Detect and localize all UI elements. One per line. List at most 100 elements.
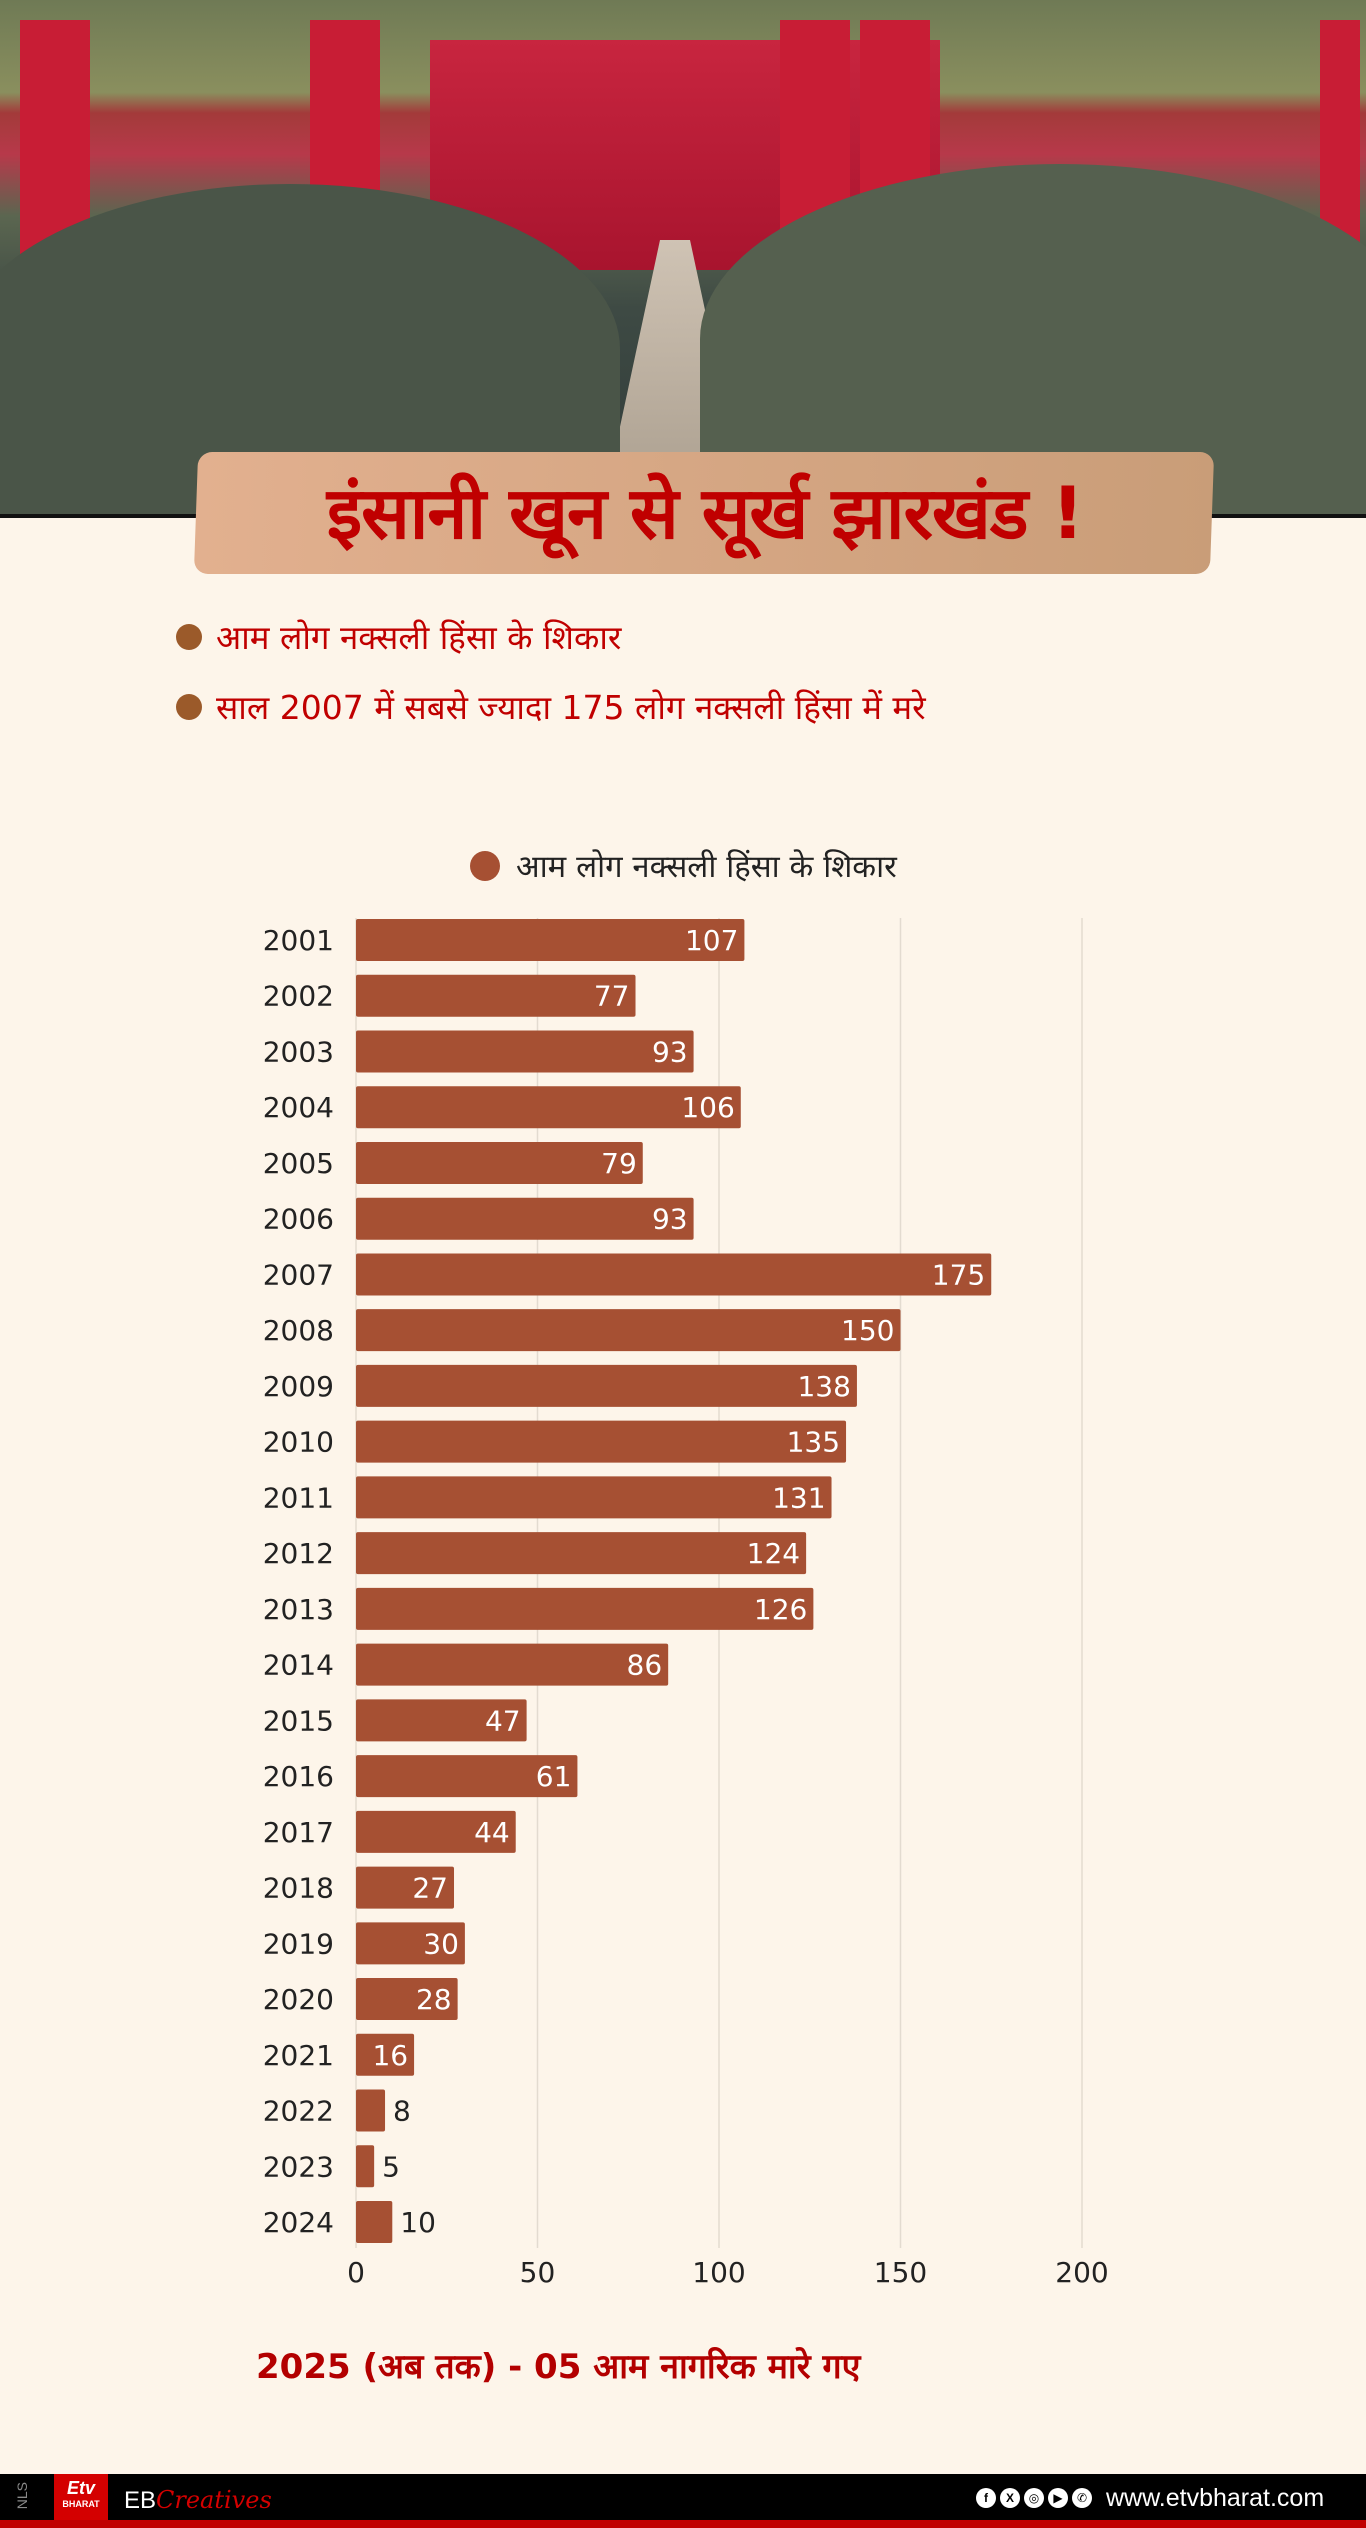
bar (356, 1866, 455, 1909)
bar (356, 1978, 458, 2021)
bar (356, 1922, 465, 1965)
data-label: 131 (772, 1481, 825, 1514)
y-tick-label: 2019 (263, 1927, 334, 1960)
data-label: 107 (685, 924, 738, 957)
brand-suffix: Creatives (156, 2486, 272, 2514)
x-tick-label: 200 (1055, 2256, 1108, 2289)
bullet-item: आम लोग नक्सली हिंसा के शिकार (176, 614, 621, 659)
bar (356, 1309, 901, 1352)
logo-text: Etv (66, 2478, 95, 2498)
data-label: 79 (601, 1147, 637, 1180)
bullet-dot-icon (176, 623, 202, 650)
y-tick-label: 2008 (263, 1314, 334, 1347)
instagram-icon[interactable]: ◎ (1024, 2488, 1044, 2508)
y-tick-label: 2002 (263, 980, 334, 1013)
data-label: 8 (393, 2095, 411, 2128)
whatsapp-icon[interactable]: ✆ (1072, 2488, 1092, 2508)
y-tick-label: 2015 (263, 1704, 334, 1737)
y-tick-label: 2010 (263, 1426, 334, 1459)
bar (356, 1699, 527, 1742)
data-label: 44 (474, 1816, 510, 1849)
y-tick-label: 2014 (263, 1649, 334, 1682)
y-tick-label: 2011 (263, 1481, 334, 1514)
bar (356, 1197, 694, 1240)
bar (356, 2201, 393, 2244)
data-label: 135 (787, 1426, 840, 1459)
data-label: 16 (372, 2039, 408, 2072)
data-label: 175 (932, 1258, 985, 1291)
data-label: 93 (652, 1203, 688, 1236)
youtube-icon[interactable]: ▶ (1048, 2488, 1068, 2508)
bullet-text: साल 2007 में सबसे ज्यादा 175 लोग नक्सली … (216, 688, 926, 727)
bar (356, 1030, 694, 1073)
y-tick-label: 2024 (263, 2206, 334, 2239)
brand-prefix: EB (124, 2487, 157, 2514)
data-label: 138 (797, 1370, 850, 1403)
facebook-icon[interactable]: f (976, 2488, 996, 2508)
data-label: 106 (681, 1091, 734, 1124)
bar (356, 2033, 415, 2076)
data-label: 5 (382, 2150, 400, 2183)
chart-legend: आम लोग नक्सली हिंसा के शिकार (470, 845, 897, 887)
x-tick-label: 100 (692, 2256, 745, 2289)
y-tick-label: 2023 (263, 2150, 334, 2183)
x-tick-label: 50 (520, 2256, 556, 2289)
bar (356, 1141, 643, 1184)
bar (356, 1420, 847, 1463)
bar (356, 1253, 992, 1296)
y-tick-label: 2003 (263, 1035, 334, 1068)
data-label: 93 (652, 1035, 688, 1068)
x-tick-label: 150 (874, 2256, 927, 2289)
y-tick-label: 2016 (263, 1760, 334, 1793)
y-tick-label: 2021 (263, 2039, 334, 2072)
data-label: 47 (485, 1704, 521, 1737)
data-label: 86 (627, 1649, 663, 1682)
x-icon[interactable]: X (1000, 2488, 1020, 2508)
y-tick-label: 2017 (263, 1816, 334, 1849)
page-title: इंसानी खून से सूर्ख झारखंड ! (326, 471, 1085, 555)
logo-sub: BHARAT (62, 2499, 100, 2509)
y-tick-label: 2004 (263, 1091, 334, 1124)
bullet-dot-icon (176, 693, 202, 720)
bar (356, 1587, 814, 1630)
legend-dot-icon (470, 851, 500, 881)
data-label: 124 (747, 1537, 800, 1570)
y-tick-label: 2007 (263, 1258, 334, 1291)
note-2025: 2025 (अब तक) - 05 आम नागरिक मारे गए (256, 2347, 861, 2387)
y-tick-label: 2001 (263, 924, 334, 957)
bar (356, 919, 745, 961)
side-label: NLS (14, 2482, 30, 2510)
x-tick-label: 0 (347, 2256, 365, 2289)
bar (356, 1532, 807, 1575)
bar (356, 1643, 669, 1686)
social-icons: f X ◎ ▶ ✆ (976, 2488, 1092, 2508)
y-tick-label: 2009 (263, 1370, 334, 1403)
data-label: 28 (416, 1983, 452, 2016)
y-tick-label: 2005 (263, 1147, 334, 1180)
data-label: 10 (400, 2206, 436, 2239)
legend-label: आम लोग नक्सली हिंसा के शिकार (516, 849, 897, 885)
y-tick-label: 2012 (263, 1537, 334, 1570)
y-tick-label: 2020 (263, 1983, 334, 2016)
y-tick-label: 2018 (263, 1872, 334, 1905)
bar (356, 2145, 375, 2188)
y-tick-label: 2013 (263, 1593, 334, 1626)
data-label: 30 (423, 1927, 459, 1960)
data-label: 126 (754, 1593, 807, 1626)
data-label: 27 (412, 1872, 448, 1905)
bar (356, 1086, 741, 1129)
bar (356, 1476, 832, 1519)
etv-bharat-logo[interactable]: Etv BHARAT (54, 2474, 108, 2520)
bullet-item: साल 2007 में सबसे ज्यादा 175 लोग नक्सली … (176, 684, 926, 729)
footer: NLS Etv BHARAT EBCreatives f X ◎ ▶ ✆ www.… (0, 2474, 1366, 2528)
website-link[interactable]: www.etvbharat.com (1106, 2484, 1325, 2512)
bar (356, 1810, 516, 1853)
data-label: 150 (841, 1314, 894, 1347)
data-label: 77 (594, 980, 630, 1013)
y-tick-label: 2022 (263, 2095, 334, 2128)
footer-stripe (0, 2520, 1366, 2528)
bullet-text: आम लोग नक्सली हिंसा के शिकार (216, 618, 622, 657)
bar (356, 1364, 857, 1407)
eb-creatives-brand: EBCreatives (124, 2486, 272, 2515)
bar-chart: 0 50 100 150 200 2001 107 2002 77 2003 93 2004 106 20… (263, 918, 1109, 2289)
